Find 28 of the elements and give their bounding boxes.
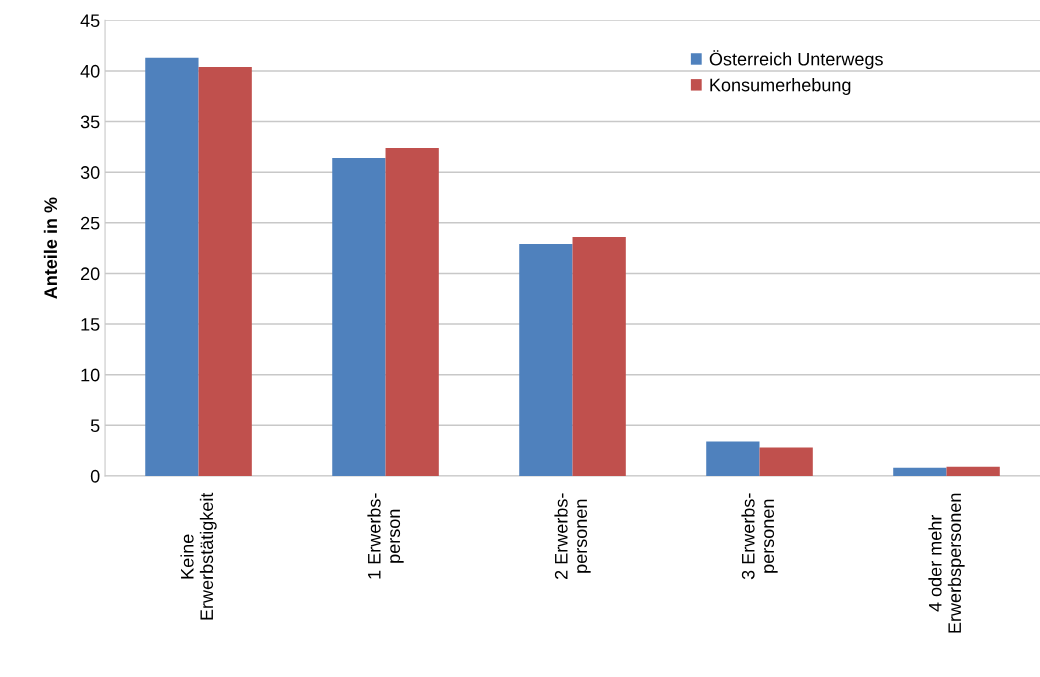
bar [385, 147, 439, 476]
bar [198, 66, 252, 476]
y-tick-label: 40 [80, 64, 100, 78]
bar [946, 466, 1000, 476]
bar [519, 244, 573, 476]
y-tick-label: 25 [81, 216, 100, 230]
legend-label: Österreich Unterwegs [709, 50, 883, 70]
x-tick-label: 4 oder mehr Erwerbspersonen [928, 493, 965, 633]
y-tick-label: 20 [81, 267, 100, 281]
y-tick-label: 10 [81, 368, 100, 382]
y-axis-title: Anteile in % [43, 197, 58, 299]
legend-label: Konsumerhebung [710, 78, 851, 95]
bar [332, 158, 386, 476]
bar [145, 57, 199, 476]
y-tick-label: 30 [80, 166, 100, 179]
bar [893, 467, 947, 476]
x-tick-label: 2 Erwerbs- personen [554, 493, 591, 579]
x-tick-label: Keine Erwerbstätigkeit [180, 492, 217, 620]
bar [759, 447, 813, 476]
bar [706, 441, 760, 476]
y-tick-label: 35 [80, 115, 100, 129]
x-tick-label: 1 Erwerbs- person [367, 493, 404, 579]
y-tick-label: 5 [90, 419, 100, 433]
bar [572, 236, 626, 476]
y-tick-label: 45 [80, 14, 100, 28]
y-tick-label: 0 [90, 469, 100, 483]
x-tick-label: 3 Erwerbs- personen [741, 493, 778, 580]
y-tick-label: 15 [81, 318, 100, 331]
